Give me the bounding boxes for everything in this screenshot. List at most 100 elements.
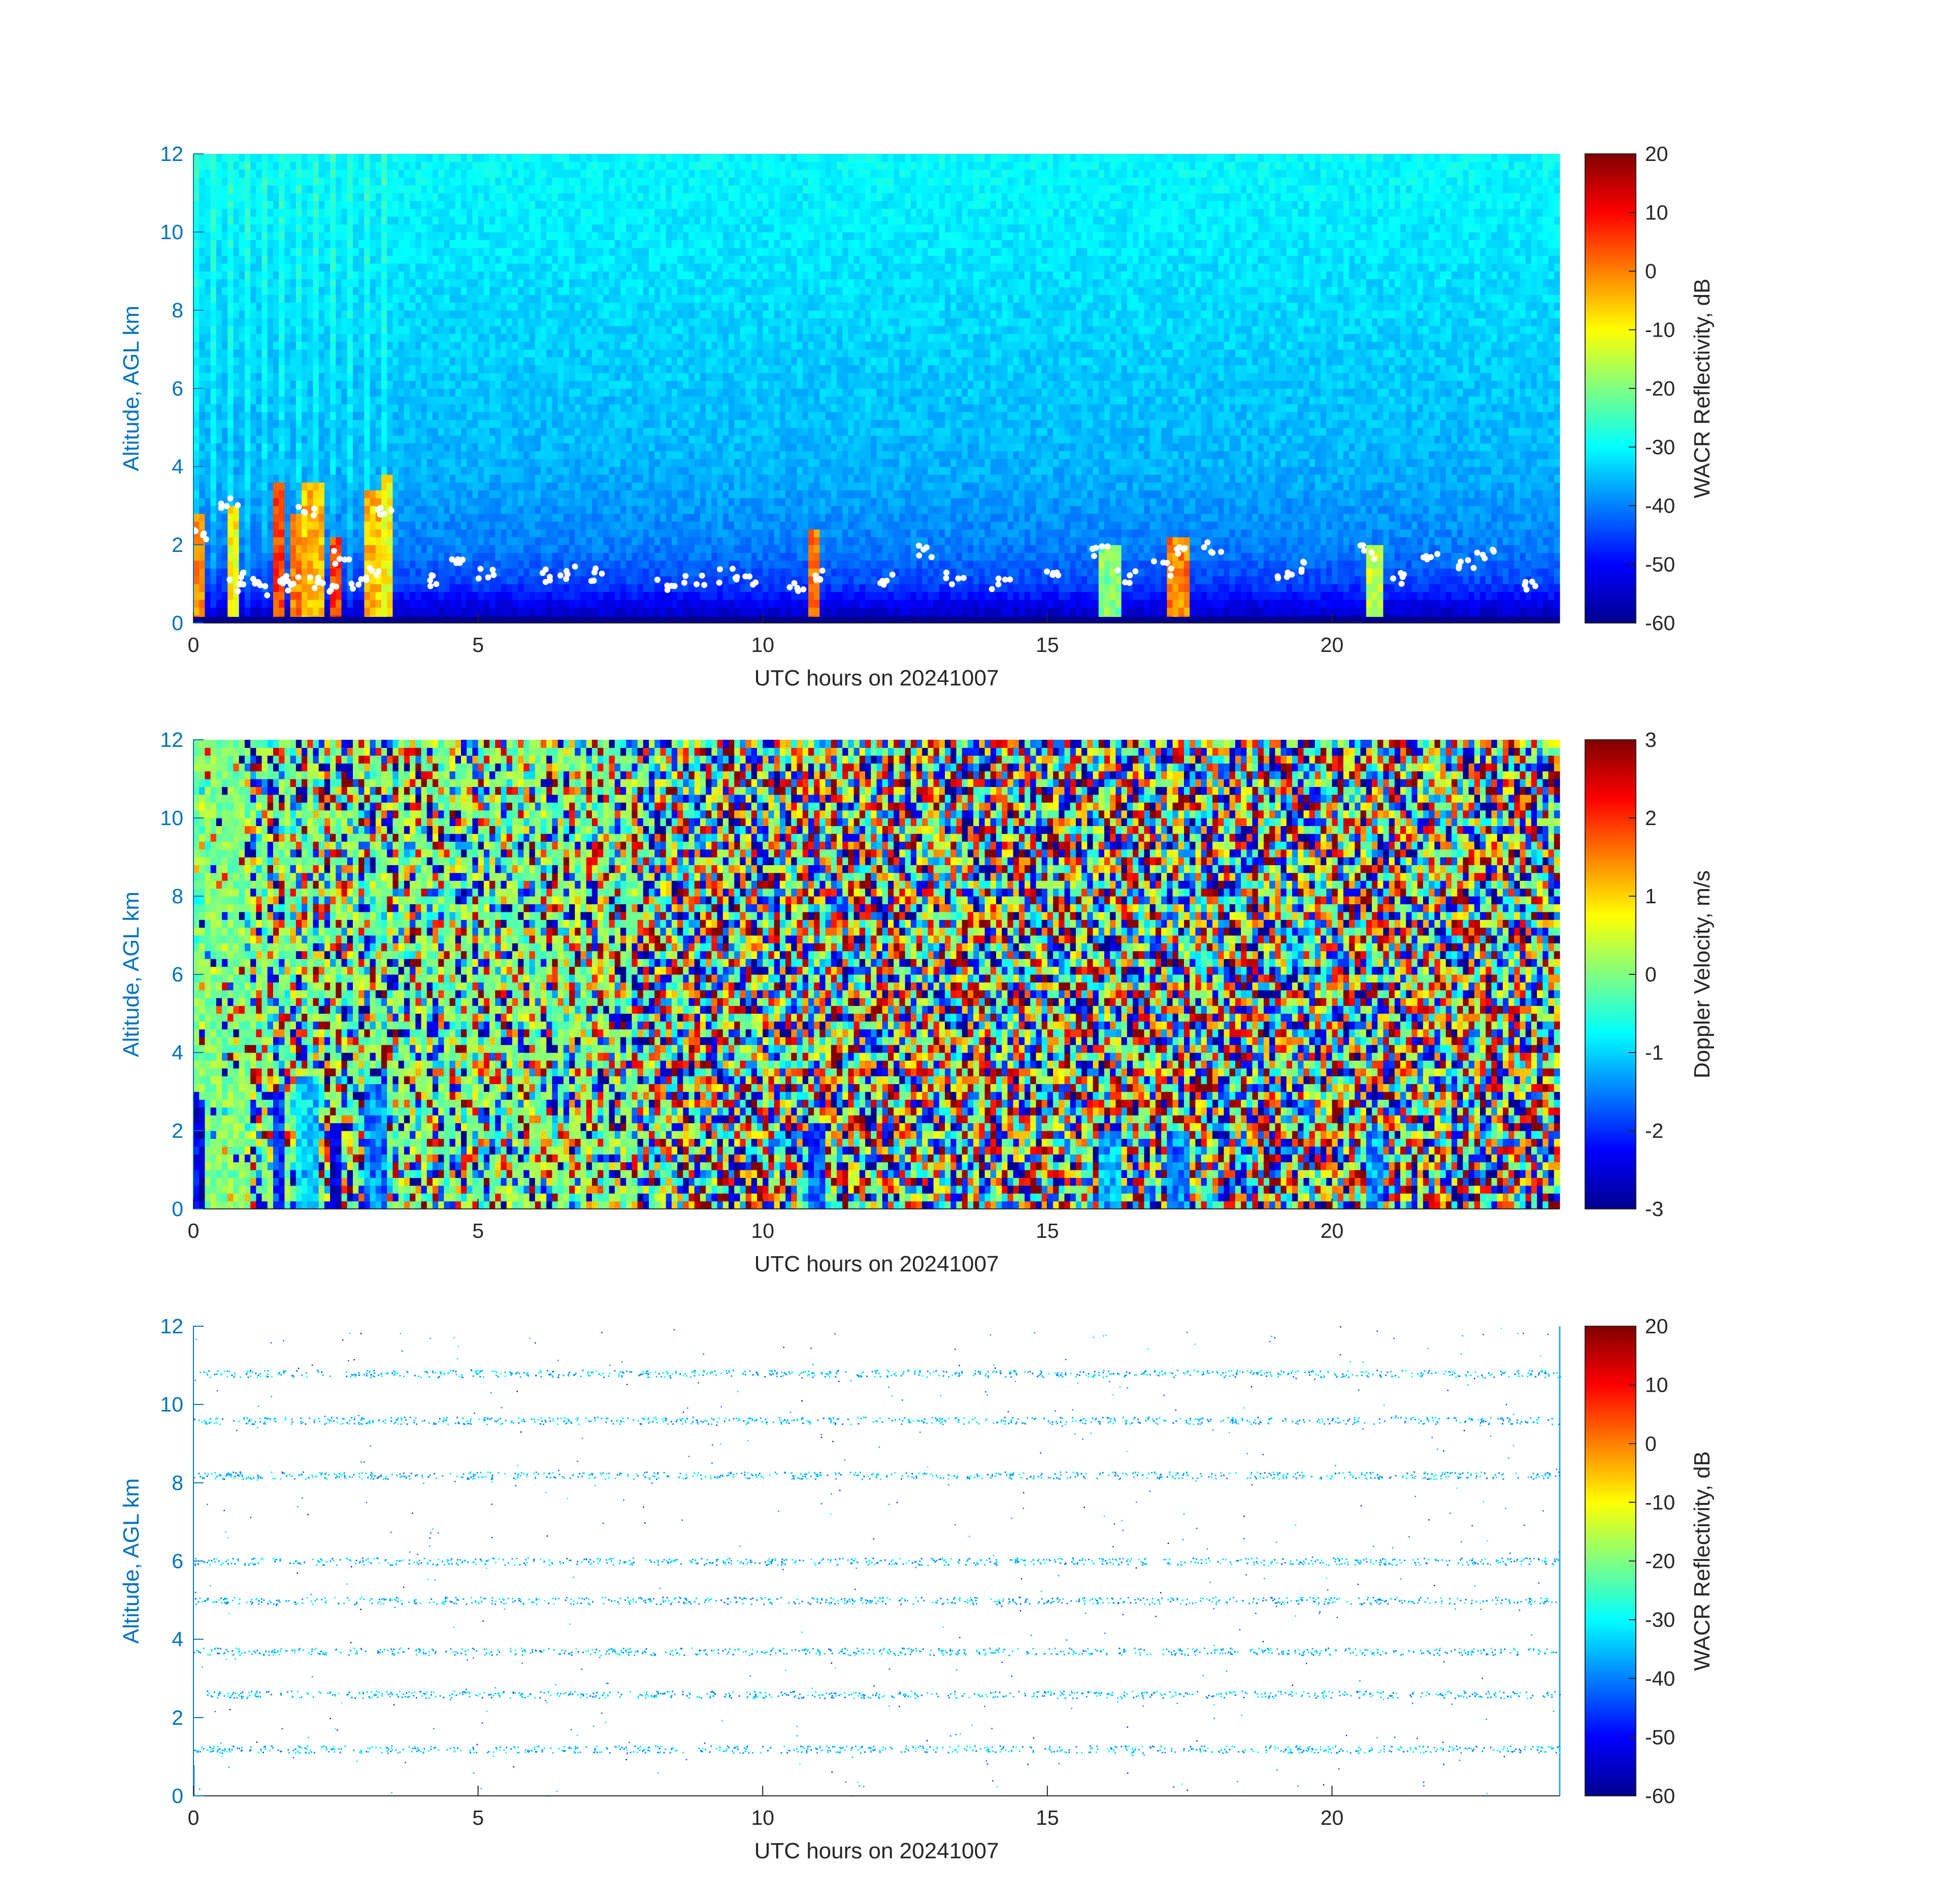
- heatmap-cell: [484, 529, 490, 537]
- heatmap-cell: [262, 545, 268, 553]
- heatmap-cell: [603, 404, 609, 412]
- heatmap-cell: [427, 420, 433, 428]
- heatmap-cell: [364, 443, 370, 451]
- heatmap-cell: [654, 474, 661, 482]
- heatmap-cell: [313, 537, 319, 545]
- heatmap-cell: [421, 342, 427, 350]
- heatmap-cell: [364, 381, 370, 389]
- heatmap-cell: [421, 185, 427, 193]
- heatmap-cell: [433, 310, 439, 318]
- heatmap-cell: [250, 381, 256, 389]
- heatmap-cell: [284, 357, 290, 365]
- heatmap-cell: [392, 467, 399, 475]
- heatmap-cell: [433, 428, 439, 436]
- heatmap-cell: [410, 482, 416, 490]
- heatmap-cell: [507, 459, 513, 467]
- heatmap-cell: [666, 521, 672, 530]
- heatmap-cell: [598, 545, 604, 553]
- heatmap-cell: [654, 513, 661, 521]
- heatmap-cell: [319, 154, 325, 162]
- heatmap-cell: [307, 232, 313, 240]
- heatmap-cell: [313, 349, 319, 357]
- heatmap-cell: [290, 592, 297, 600]
- heatmap-cell: [273, 482, 279, 490]
- heatmap-cell: [410, 224, 416, 233]
- heatmap-cell: [233, 474, 239, 482]
- heatmap-cell: [535, 303, 541, 311]
- heatmap-cell: [552, 193, 558, 201]
- heatmap-cell: [495, 271, 501, 279]
- heatmap-cell: [342, 248, 348, 256]
- heatmap-cell: [535, 154, 541, 162]
- heatmap-cell: [626, 201, 632, 209]
- heatmap-cell: [558, 349, 564, 357]
- heatmap-cell: [399, 513, 405, 521]
- heatmap-cell: [546, 185, 552, 193]
- heatmap-cell: [330, 170, 336, 178]
- heatmap-cell: [535, 381, 541, 389]
- heatmap-cell: [364, 373, 370, 381]
- heatmap-cell: [330, 506, 336, 514]
- heatmap-cell: [478, 373, 484, 381]
- heatmap-cell: [489, 443, 496, 451]
- heatmap-cell: [598, 326, 604, 334]
- heatmap-cell: [227, 170, 234, 178]
- heatmap-cell: [256, 506, 262, 514]
- heatmap-cell: [376, 435, 382, 443]
- heatmap-cell: [603, 185, 609, 193]
- heatmap-cell: [535, 490, 541, 498]
- heatmap-cell: [523, 592, 530, 600]
- heatmap-cell: [330, 537, 336, 545]
- heatmap-cell: [444, 326, 450, 334]
- heatmap-cell: [199, 443, 205, 451]
- heatmap-cell: [262, 373, 268, 381]
- heatmap-cell: [364, 201, 370, 209]
- heatmap-cell: [404, 216, 410, 224]
- heatmap-cell: [262, 287, 268, 295]
- heatmap-cell: [399, 561, 405, 569]
- heatmap-cell: [512, 161, 518, 170]
- heatmap-cell: [558, 521, 564, 530]
- heatmap-cell: [564, 607, 570, 615]
- heatmap-cell: [216, 201, 222, 209]
- heatmap-cell: [205, 561, 211, 569]
- heatmap-cell: [507, 592, 513, 600]
- heatmap-cell: [399, 294, 405, 303]
- heatmap-cell: [336, 154, 342, 162]
- heatmap-cell: [250, 435, 256, 443]
- heatmap-cell: [546, 412, 552, 420]
- heatmap-cell: [564, 537, 570, 545]
- heatmap-cell: [273, 435, 279, 443]
- heatmap-cell: [484, 264, 490, 272]
- heatmap-cell: [381, 248, 387, 256]
- heatmap-cell: [638, 584, 644, 592]
- heatmap-cell: [523, 318, 530, 326]
- heatmap-cell: [535, 342, 541, 350]
- heatmap-cell: [302, 232, 308, 240]
- heatmap-cell: [569, 381, 575, 389]
- heatmap-cell: [586, 170, 593, 178]
- heatmap-cell: [615, 381, 621, 389]
- heatmap-cell: [347, 240, 353, 248]
- heatmap-cell: [256, 474, 262, 482]
- heatmap-cell: [211, 506, 217, 514]
- heatmap-cell: [273, 161, 279, 170]
- heatmap-cell: [199, 552, 205, 561]
- heatmap-cell: [558, 607, 564, 615]
- heatmap-cell: [592, 404, 598, 412]
- heatmap-cell: [216, 232, 222, 240]
- heatmap-cell: [546, 170, 552, 178]
- heatmap-cell: [569, 357, 575, 365]
- heatmap-cell: [660, 412, 666, 420]
- heatmap-cell: [541, 529, 547, 537]
- heatmap-cell: [290, 388, 297, 397]
- heatmap-cell: [330, 420, 336, 428]
- heatmap-cell: [313, 412, 319, 420]
- heatmap-cell: [245, 459, 251, 467]
- heatmap-cell: [330, 161, 336, 170]
- heatmap-cell: [478, 435, 484, 443]
- heatmap-cell: [501, 193, 507, 201]
- heatmap-cell: [530, 428, 536, 436]
- heatmap-cell: [364, 303, 370, 311]
- heatmap-cell: [205, 474, 211, 482]
